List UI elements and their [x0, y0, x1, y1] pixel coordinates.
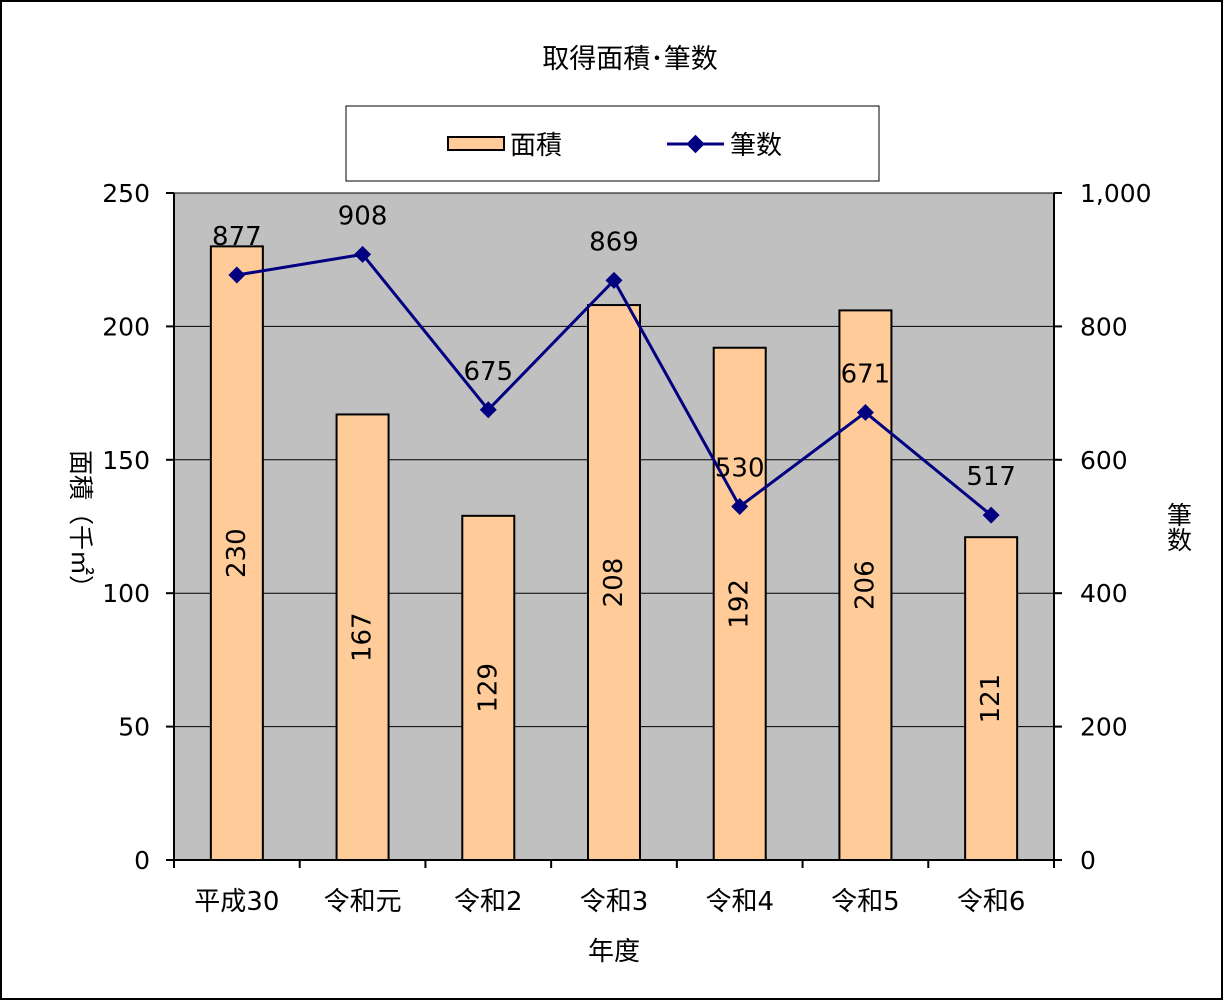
tick-label-right: 0 [1080, 846, 1096, 875]
tick-label-right: 400 [1080, 579, 1128, 608]
bar-data-label: 129 [473, 663, 503, 713]
tick-label-right: 1,000 [1080, 179, 1152, 208]
line-point-marker [982, 506, 1000, 524]
y-axis-right-title: 筆数 [1164, 502, 1193, 552]
tick-label-x: 令和元 [324, 887, 402, 917]
tick-label-left: 150 [102, 446, 150, 475]
bar-data-label: 230 [222, 528, 252, 578]
y-axis-left: 0 50 100 150 200 250 [102, 179, 175, 875]
line-data-label: 869 [589, 227, 639, 257]
bar-data-label: 208 [599, 558, 629, 608]
bar-data-label: 121 [976, 674, 1006, 724]
line-point-marker [605, 271, 623, 289]
tick-label-x: 令和2 [454, 887, 523, 917]
bar [964, 536, 1019, 861]
line-data-label: 517 [966, 462, 1016, 492]
legend-label-area: 面積 [510, 131, 562, 161]
bar [712, 346, 767, 861]
line-data-label: 877 [212, 222, 262, 252]
line-point-marker [354, 245, 372, 263]
line-data-label: 675 [463, 357, 513, 387]
legend: 面積 筆数 [345, 105, 880, 182]
legend-label-count: 筆数 [730, 131, 782, 161]
y-axis-left-title: 面積（千㎡） [66, 450, 95, 600]
bar-data-label: 206 [850, 560, 880, 610]
bar-data-label: 167 [348, 612, 378, 662]
bar-data-label: 192 [725, 579, 755, 629]
tick-label-x: 令和6 [957, 887, 1026, 917]
tick-label-right: 600 [1080, 446, 1128, 475]
tick-label-left: 0 [134, 846, 150, 875]
line-series [228, 245, 1000, 524]
line-point-marker [731, 498, 749, 515]
tick-label-left: 100 [102, 579, 150, 608]
tick-label-right: 200 [1080, 713, 1128, 742]
line-data-label: 908 [338, 201, 388, 231]
line-data-label: 530 [715, 453, 765, 483]
legend-item-count: 筆数 [667, 131, 782, 161]
line-point-marker [479, 401, 497, 419]
line-data-label: 671 [841, 359, 891, 389]
tick-label-left: 50 [118, 713, 150, 742]
legend-marker-icon [686, 134, 705, 154]
bar [335, 413, 390, 861]
x-axis-title: 年度 [588, 937, 640, 967]
line-data-labels: 877 908 675 869 530 671 517 [212, 201, 1016, 492]
x-axis: 平成30 令和元 令和2 令和3 令和4 令和5 令和6 [173, 859, 1055, 917]
bar [209, 245, 264, 862]
tick-label-x: 令和5 [831, 887, 900, 917]
tick-label-x: 令和4 [705, 887, 774, 917]
bar [461, 514, 516, 861]
line-point-marker [228, 266, 246, 284]
bar-data-labels: 230 167 129 208 192 206 121 [222, 528, 1006, 723]
bars [209, 245, 1019, 862]
line-point-marker [856, 403, 874, 421]
tick-label-left: 200 [102, 312, 150, 341]
legend-bar-swatch [447, 136, 505, 151]
tick-label-x: 平成30 [194, 887, 279, 917]
legend-item-area: 面積 [447, 131, 562, 161]
tick-label-right: 800 [1080, 312, 1128, 341]
bar [587, 304, 641, 861]
tick-label-x: 令和3 [580, 887, 649, 917]
tick-label-left: 250 [102, 179, 150, 208]
y-axis-right: 0 200 400 600 800 1,000 [1053, 179, 1152, 875]
chart-title: 取得面積･筆数 [542, 44, 718, 75]
